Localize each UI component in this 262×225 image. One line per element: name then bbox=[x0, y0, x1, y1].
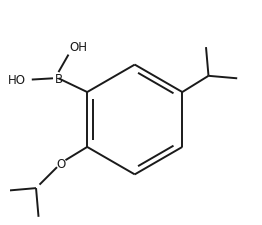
Text: HO: HO bbox=[8, 74, 26, 87]
Text: O: O bbox=[56, 157, 66, 170]
Text: B: B bbox=[54, 72, 63, 86]
Text: OH: OH bbox=[70, 41, 88, 54]
